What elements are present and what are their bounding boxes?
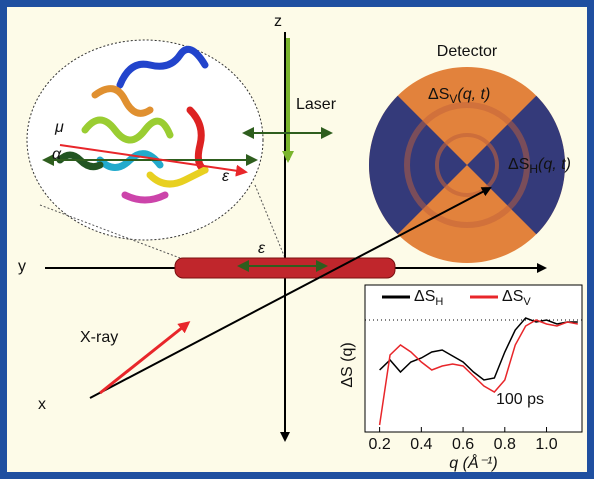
label-sub: V <box>449 92 457 106</box>
label-main: ΔS <box>428 86 449 103</box>
figure: μ α ε Detector ΔSV(q, t) ΔSH(q, t) ε z y… <box>0 0 594 479</box>
legend-name: ΔS <box>502 288 523 305</box>
x-tick-label: 1.0 <box>535 436 557 453</box>
y-axis-label: ΔS (q) <box>339 342 356 387</box>
legend-sub: H <box>435 296 443 308</box>
detector-label: Detector <box>437 43 498 60</box>
laser-label: Laser <box>296 96 337 113</box>
y-label: y <box>18 258 26 275</box>
epsilon-label: ε <box>222 168 230 185</box>
label-arg: (q, t) <box>538 156 571 173</box>
label-sub: H <box>529 162 538 176</box>
epsilon-label: ε <box>258 240 266 257</box>
x-label: x <box>38 396 46 413</box>
detector-v-label: ΔSV(q, t) <box>428 86 490 106</box>
z-label: z <box>274 13 282 30</box>
x-axis-label: q (Å⁻¹) <box>449 453 497 472</box>
x-tick-label: 0.4 <box>410 436 432 453</box>
inset-plot <box>365 285 582 432</box>
sample-capillary <box>175 258 395 278</box>
detector-h-label: ΔSH(q, t) <box>508 156 571 176</box>
legend-name: ΔS <box>414 288 435 305</box>
legend-sub: V <box>523 296 531 308</box>
label-main: ΔS <box>508 156 529 173</box>
xray-label: X-ray <box>80 329 118 346</box>
label-arg: (q, t) <box>457 86 490 103</box>
mu-label: μ <box>54 119 64 136</box>
x-tick-label: 0.2 <box>368 436 390 453</box>
zoom-ellipse <box>27 40 263 240</box>
x-tick-label: 0.8 <box>494 436 516 453</box>
annotation: 100 ps <box>496 391 544 408</box>
x-tick-label: 0.6 <box>452 436 474 453</box>
alpha-label: α <box>52 146 62 163</box>
